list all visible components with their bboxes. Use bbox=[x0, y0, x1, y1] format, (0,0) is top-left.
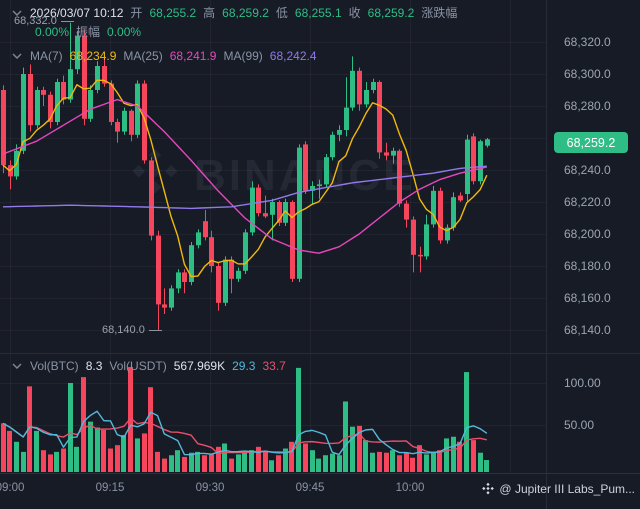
collapse-chevron-icon[interactable] bbox=[12, 9, 22, 16]
time-axis-label: 09:15 bbox=[95, 482, 125, 494]
ma25-value: 68,241.9 bbox=[169, 49, 217, 63]
last-price-badge: 68,259.2 bbox=[554, 132, 628, 153]
amplitude-value: 0.00% bbox=[107, 24, 142, 39]
high-value: 68,259.2 bbox=[222, 5, 269, 20]
volume-axis-label: 100.00 bbox=[564, 376, 601, 390]
close-label: 收 bbox=[348, 6, 361, 20]
low-label: 低 bbox=[275, 6, 288, 20]
ma7-label: MA(7) bbox=[30, 49, 63, 63]
candle-datetime: 2026/03/07 10:12 bbox=[30, 5, 124, 20]
change-label: 涨跌幅 bbox=[421, 6, 458, 20]
price-axis-label: 68,300.0 bbox=[564, 67, 611, 81]
price-axis-label: 68,240.0 bbox=[564, 163, 611, 177]
ma-chevron-icon[interactable] bbox=[12, 53, 22, 59]
session-high-annotation: 68,332.0 bbox=[14, 15, 74, 27]
low-annotation-value: 68,140.0 bbox=[102, 324, 145, 336]
vol-ma-slow-value: 33.7 bbox=[262, 359, 286, 373]
ma25-label: MA(25) bbox=[123, 49, 163, 63]
vol-btc-label: Vol(BTC) bbox=[30, 359, 79, 373]
volume-chevron-icon[interactable] bbox=[12, 363, 22, 369]
price-axis-label: 68,320.0 bbox=[564, 35, 611, 49]
vol-ma-fast-value: 29.3 bbox=[232, 359, 256, 373]
volume-indicator-row: Vol(BTC) 8.3 Vol(USDT) 567.969K 29.3 33.… bbox=[12, 359, 286, 373]
price-axis-label: 68,220.0 bbox=[564, 195, 611, 209]
high-label: 高 bbox=[203, 6, 216, 20]
time-axis-label: 09:30 bbox=[195, 482, 225, 494]
open-label: 开 bbox=[130, 6, 143, 20]
ma-indicator-row: MA(7) 68,234.9 MA(25) 68,241.9 MA(99) 68… bbox=[12, 49, 317, 63]
session-low-annotation: 68,140.0 bbox=[102, 324, 162, 336]
amplitude-label: 振幅 bbox=[76, 25, 101, 39]
attribution: @ Jupiter III Labs_Pum... bbox=[481, 482, 635, 496]
volume-axis-label: 50.00 bbox=[564, 418, 595, 432]
binance-diamond-icon bbox=[481, 482, 495, 496]
time-axis[interactable]: 09:00 09:15 09:30 09:45 10:00 bbox=[0, 473, 546, 509]
close-value: 68,259.2 bbox=[367, 5, 415, 20]
time-axis-label: 09:45 bbox=[295, 482, 325, 494]
time-axis-label: 09:00 bbox=[0, 482, 25, 494]
change-value: 0.00% bbox=[35, 24, 70, 39]
ma99-value: 68,242.4 bbox=[269, 49, 317, 63]
low-annotation-dash bbox=[148, 329, 162, 331]
vol-usdt-value: 567.969K bbox=[173, 359, 226, 373]
time-axis-label: 10:00 bbox=[395, 482, 425, 494]
price-axis-label: 68,280.0 bbox=[564, 99, 611, 113]
price-axis-label: 68,200.0 bbox=[564, 227, 611, 241]
ma99-label: MA(99) bbox=[223, 49, 263, 63]
high-annotation-value: 68,332.0 bbox=[14, 15, 57, 27]
ohlc-header-row2: 0.00% 振幅 0.00% bbox=[35, 23, 141, 40]
price-axis-label: 68,140.0 bbox=[564, 323, 611, 337]
vol-usdt-label: Vol(USDT) bbox=[109, 359, 167, 373]
open-value: 68,255.2 bbox=[149, 5, 197, 20]
price-axis-label: 68,160.0 bbox=[564, 291, 611, 305]
vol-btc-value: 8.3 bbox=[85, 359, 103, 373]
price-axis[interactable]: 68,320.0 68,300.0 68,280.0 68,240.0 68,220.0… bbox=[546, 0, 640, 473]
ohlc-header-row: 2026/03/07 10:12 开 68,255.2 高 68,259.2 低… bbox=[12, 4, 457, 21]
ma7-value: 68,234.9 bbox=[69, 49, 117, 63]
low-value: 68,255.1 bbox=[294, 5, 342, 20]
high-annotation-dash bbox=[60, 20, 74, 22]
price-axis-label: 68,180.0 bbox=[564, 259, 611, 273]
attribution-text: @ Jupiter III Labs_Pum... bbox=[499, 482, 635, 496]
